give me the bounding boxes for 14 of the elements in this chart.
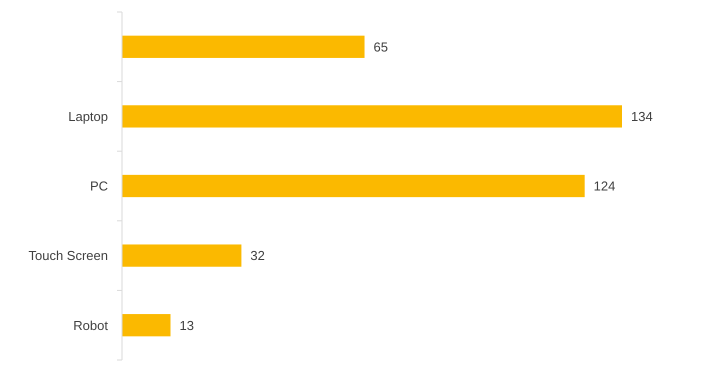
y-tick-label: Robot <box>73 318 108 333</box>
y-tick-label: Laptop <box>68 108 108 124</box>
bar <box>122 36 365 58</box>
bar <box>122 244 242 267</box>
data-label: 32 <box>250 248 265 264</box>
bar <box>122 174 585 198</box>
bar <box>122 105 622 128</box>
y-tick-label: PC <box>90 178 108 194</box>
data-label: 134 <box>631 108 653 124</box>
y-tick-label: Touch Screen <box>28 248 108 264</box>
data-label: 124 <box>594 178 616 194</box>
data-label: 65 <box>374 39 388 54</box>
data-label: 13 <box>180 318 194 333</box>
bar <box>122 314 171 336</box>
